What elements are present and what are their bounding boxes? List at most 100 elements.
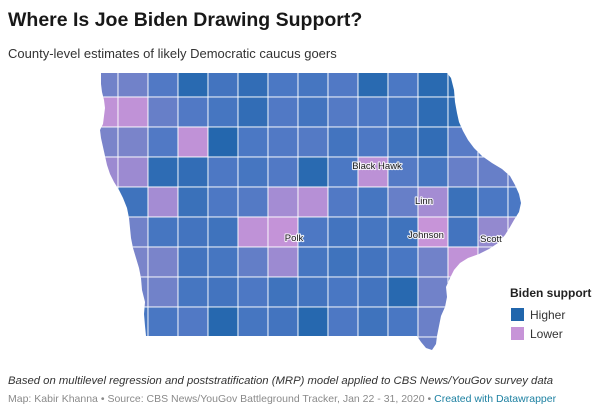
- county[interactable]: [327, 216, 359, 248]
- county[interactable]: [447, 156, 479, 188]
- county[interactable]: [417, 246, 449, 278]
- county[interactable]: [177, 67, 209, 98]
- county[interactable]: [507, 216, 538, 248]
- county[interactable]: [417, 336, 449, 362]
- county[interactable]: [207, 306, 239, 338]
- county[interactable]: [417, 306, 449, 338]
- county[interactable]: [327, 156, 359, 188]
- county[interactable]: [267, 186, 299, 218]
- county[interactable]: [267, 306, 299, 338]
- county[interactable]: [207, 276, 239, 308]
- county[interactable]: [147, 96, 179, 128]
- county[interactable]: [297, 96, 329, 128]
- county[interactable]: [177, 96, 209, 128]
- county[interactable]: [147, 186, 179, 218]
- county[interactable]: [387, 246, 419, 278]
- county[interactable]: [387, 126, 419, 158]
- county[interactable]: [327, 96, 359, 128]
- county[interactable]: [357, 186, 389, 218]
- county[interactable]: [297, 276, 329, 308]
- county[interactable]: [237, 306, 269, 338]
- county[interactable]: [117, 216, 149, 248]
- county[interactable]: [207, 186, 239, 218]
- county[interactable]: [237, 216, 269, 248]
- county[interactable]: [117, 156, 149, 188]
- county[interactable]: [117, 96, 149, 128]
- county[interactable]: [267, 67, 299, 98]
- county[interactable]: [267, 276, 299, 308]
- county[interactable]: [327, 186, 359, 218]
- county[interactable]: [327, 67, 359, 98]
- county[interactable]: [267, 126, 299, 158]
- county[interactable]: [387, 306, 419, 338]
- county[interactable]: [357, 126, 389, 158]
- county[interactable]: [297, 67, 329, 98]
- county[interactable]: [88, 156, 119, 188]
- county[interactable]: [88, 216, 119, 248]
- county[interactable]: [447, 186, 479, 218]
- county[interactable]: [447, 96, 479, 128]
- county[interactable]: [357, 67, 389, 98]
- county[interactable]: [88, 306, 119, 338]
- county[interactable]: [177, 276, 209, 308]
- county[interactable]: [297, 216, 329, 248]
- county[interactable]: [387, 96, 419, 128]
- county[interactable]: [477, 156, 509, 188]
- county[interactable]: [207, 216, 239, 248]
- county[interactable]: [207, 126, 239, 158]
- county[interactable]: [237, 276, 269, 308]
- county[interactable]: [147, 306, 179, 338]
- county[interactable]: [297, 156, 329, 188]
- county[interactable]: [88, 186, 119, 218]
- county[interactable]: [147, 126, 179, 158]
- county[interactable]: [387, 186, 419, 218]
- county[interactable]: [88, 67, 119, 98]
- county[interactable]: [207, 246, 239, 278]
- county[interactable]: [207, 67, 239, 98]
- county[interactable]: [117, 276, 149, 308]
- county[interactable]: [417, 156, 449, 188]
- county[interactable]: [477, 186, 509, 218]
- county[interactable]: [357, 156, 389, 188]
- county[interactable]: [177, 126, 209, 158]
- county[interactable]: [267, 246, 299, 278]
- county[interactable]: [237, 67, 269, 98]
- county[interactable]: [417, 216, 449, 248]
- datawrapper-link[interactable]: Created with Datawrapper: [434, 393, 557, 405]
- county[interactable]: [88, 246, 119, 278]
- county[interactable]: [147, 216, 179, 248]
- county[interactable]: [117, 126, 149, 158]
- county[interactable]: [327, 276, 359, 308]
- county[interactable]: [357, 276, 389, 308]
- county[interactable]: [177, 156, 209, 188]
- county[interactable]: [177, 306, 209, 338]
- county[interactable]: [447, 246, 479, 278]
- county[interactable]: [147, 156, 179, 188]
- county[interactable]: [147, 67, 179, 98]
- county[interactable]: [357, 216, 389, 248]
- county[interactable]: [417, 67, 449, 98]
- county[interactable]: [447, 216, 479, 248]
- county[interactable]: [117, 186, 149, 218]
- county[interactable]: [417, 276, 449, 308]
- county[interactable]: [237, 96, 269, 128]
- county[interactable]: [447, 67, 479, 98]
- county[interactable]: [88, 276, 119, 308]
- county[interactable]: [507, 186, 538, 218]
- county[interactable]: [387, 67, 419, 98]
- county[interactable]: [327, 306, 359, 338]
- county[interactable]: [207, 156, 239, 188]
- county[interactable]: [88, 126, 119, 158]
- county[interactable]: [447, 276, 479, 308]
- county[interactable]: [237, 156, 269, 188]
- county[interactable]: [297, 126, 329, 158]
- county[interactable]: [177, 246, 209, 278]
- county[interactable]: [117, 306, 149, 338]
- county[interactable]: [177, 216, 209, 248]
- county[interactable]: [357, 306, 389, 338]
- county[interactable]: [177, 186, 209, 218]
- county[interactable]: [447, 126, 479, 158]
- county[interactable]: [297, 306, 329, 338]
- county[interactable]: [447, 306, 479, 338]
- county[interactable]: [297, 246, 329, 278]
